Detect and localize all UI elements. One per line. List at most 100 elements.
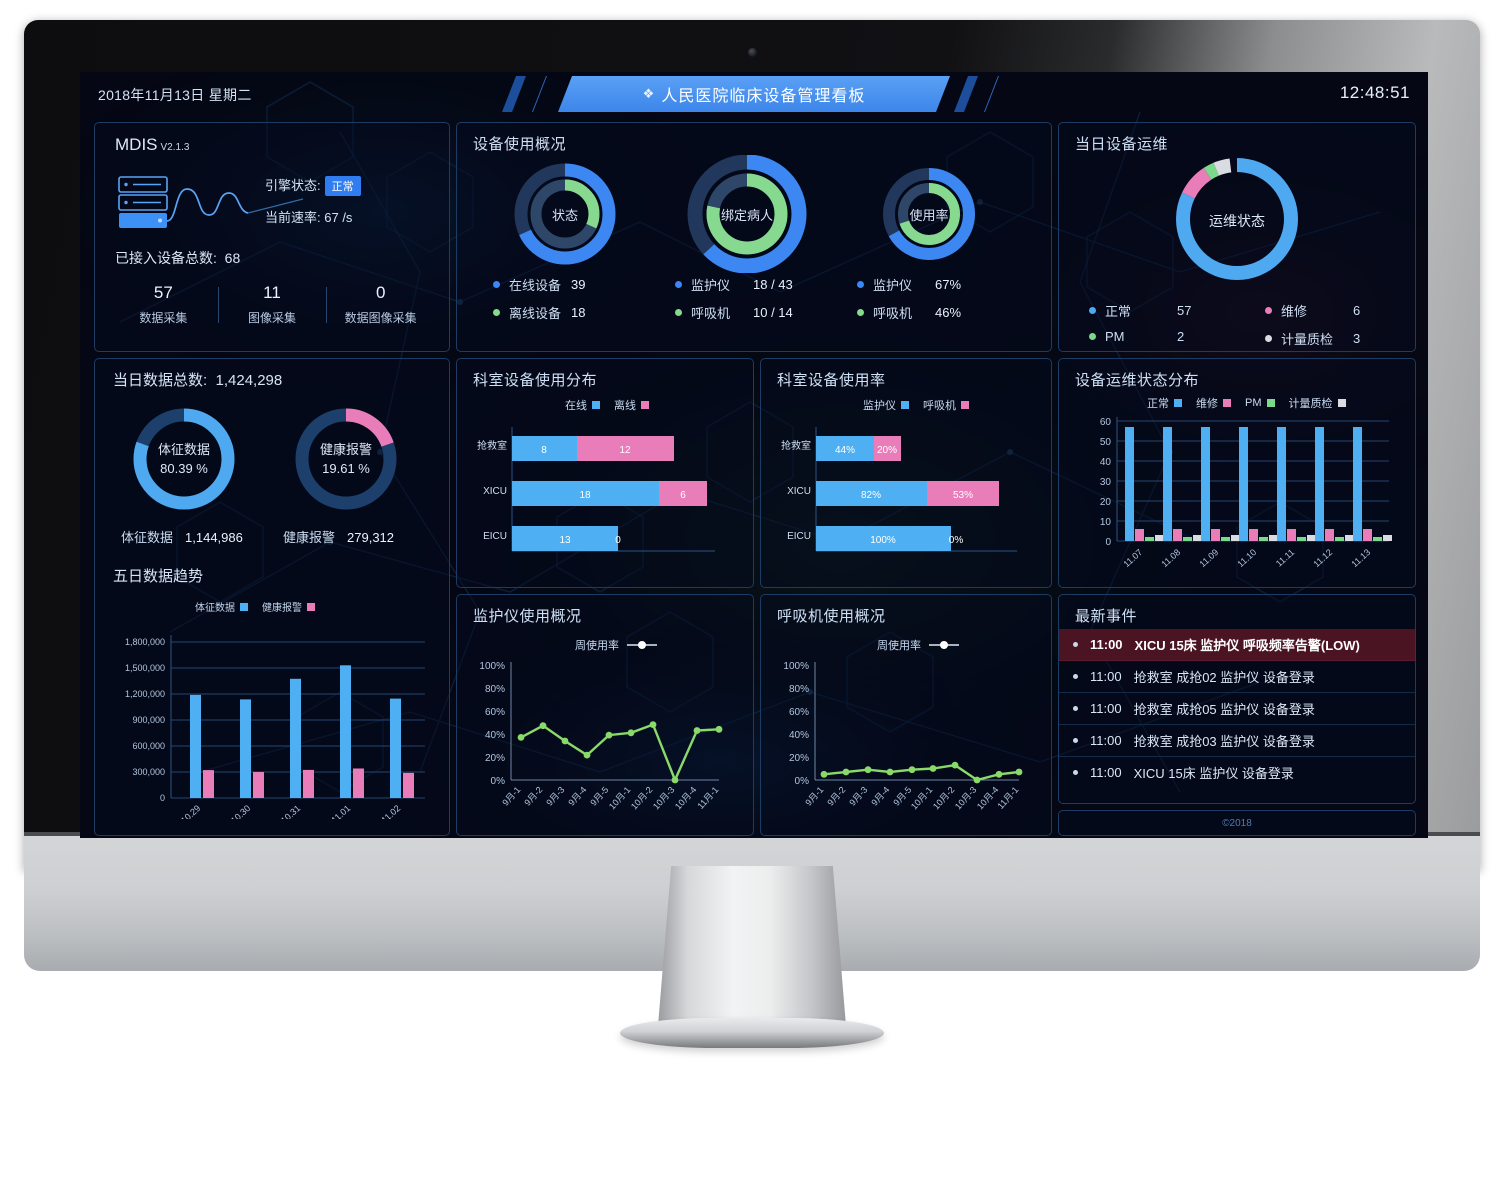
ring-center: 体征数据 80.39 %	[109, 399, 259, 519]
ring-label: 体征数据	[157, 441, 210, 457]
svg-text:40%: 40%	[789, 730, 809, 741]
svg-text:11.01: 11.01	[329, 803, 352, 819]
legend-dot-icon	[493, 309, 500, 316]
event-time: 11:00	[1090, 733, 1122, 748]
legend-value: 46%	[935, 305, 962, 320]
svg-text:10月-3: 10月-3	[651, 785, 677, 812]
chart-dept-utilization: 抢救室 XICU EICU 44% 20% 82% 53% 100% 0%	[781, 427, 1017, 552]
legend-dot-icon	[857, 281, 864, 288]
svg-text:0: 0	[160, 793, 165, 803]
donut-alerts	[295, 408, 397, 510]
stat-value: 11	[263, 283, 281, 302]
legend-item: 维修 6	[1265, 301, 1360, 320]
mdis-stats: 57 数据采集 11 图像采集 0 数据图像采集	[109, 283, 435, 326]
svg-text:0: 0	[615, 535, 621, 546]
legend-label: 计量质检	[1288, 398, 1333, 410]
trend-title: 五日数据趋势	[113, 568, 204, 585]
svg-text:20%: 20%	[877, 445, 897, 456]
legend-label: 体征数据	[195, 603, 235, 614]
ring-value: 19.61 %	[322, 461, 370, 476]
event-text: XICU 15床 监护仪 呼吸频率告警(LOW)	[1134, 638, 1360, 653]
svg-text:10.29: 10.29	[179, 803, 202, 819]
legend-item: 正常 57	[1089, 301, 1191, 320]
legend-swatch-icon	[1266, 399, 1275, 407]
stat-value: 0	[375, 283, 386, 302]
list-item[interactable]: 11:00 抢救室 成抢02 监护仪 设备登录	[1059, 661, 1415, 693]
total-devices-value: 68	[224, 250, 241, 266]
svg-text:11.08: 11.08	[1159, 547, 1182, 569]
header-date: 2018年11月13日 星期二	[98, 87, 252, 103]
svg-text:900,000: 900,000	[132, 715, 165, 725]
list-item[interactable]: 11:00 XICU 15床 监护仪 设备登录	[1059, 757, 1415, 788]
event-time: 11:00	[1090, 669, 1122, 684]
svg-text:抢救室: 抢救室	[477, 439, 507, 452]
bullet-icon	[1073, 642, 1078, 647]
legend-value: 57	[1177, 303, 1192, 318]
legend-label: 正常	[1105, 304, 1132, 319]
list-item[interactable]: 11:00 抢救室 成抢05 监护仪 设备登录	[1059, 693, 1415, 725]
svg-text:10.30: 10.30	[229, 803, 252, 819]
gauge-group-bound-patients: 绑定病人 监护仪 18 / 43 呼吸机 10 / 14	[657, 154, 837, 321]
svg-text:82%: 82%	[861, 490, 881, 501]
svg-text:100%: 100%	[783, 661, 809, 672]
svg-text:0: 0	[1105, 537, 1111, 548]
daily-data-total-value: 1,424,298	[215, 372, 283, 389]
header-title: 人民医院临床设备管理看板	[661, 88, 866, 105]
svg-text:9月-4: 9月-4	[869, 785, 891, 808]
legend-value: 10 / 14	[753, 305, 793, 320]
svg-text:600,000: 600,000	[132, 741, 165, 751]
chart-ventilator-usage: 100%80%60% 40%20%0% 9月-1 9月-2 9月-3 9月-4 …	[783, 661, 1023, 812]
svg-text:9月-3: 9月-3	[544, 785, 566, 808]
svg-text:1,800,000: 1,800,000	[125, 637, 165, 647]
legend-swatch-icon	[592, 401, 600, 409]
legend-dot-icon	[1265, 307, 1272, 314]
panel-ventilator-usage: 呼吸机使用概况 周使用率 100% 80% 60% 40% 20% 0%	[760, 594, 1052, 836]
donut-ops-status	[1176, 158, 1298, 280]
svg-text:9月-1: 9月-1	[500, 785, 522, 808]
panel-dept-utilization: 科室设备使用率 监护仪 呼吸机 抢救室 XICU EICU 44% 20% 82% …	[760, 358, 1052, 588]
legend-dot-icon	[1089, 307, 1096, 314]
svg-text:10月-4: 10月-4	[975, 785, 1001, 812]
svg-text:12: 12	[619, 445, 631, 456]
svg-text:9月-3: 9月-3	[847, 785, 869, 808]
event-time: 11:00	[1090, 765, 1122, 780]
panel-footer: ©2018	[1058, 810, 1416, 836]
legend-label: 监护仪	[691, 278, 731, 293]
stat-label: 数据采集	[139, 311, 188, 325]
legend-item: 呼吸机 10 / 14	[675, 303, 793, 322]
panel-title: 呼吸机使用概况	[777, 608, 886, 625]
chart-legend: 监护仪 呼吸机	[863, 397, 983, 413]
svg-text:0%: 0%	[491, 776, 506, 787]
legend-label: 计量质检	[1281, 332, 1334, 347]
legend-label: 呼吸机	[923, 400, 956, 412]
svg-text:11.12: 11.12	[1311, 547, 1334, 569]
legend-label: PM	[1245, 397, 1262, 409]
svg-text:40: 40	[1100, 457, 1112, 468]
engine-status-badge: 正常	[324, 176, 361, 196]
ring-value: 80.39 %	[160, 461, 208, 476]
legend-label: 健康报警	[262, 603, 302, 614]
legend-dot-icon	[675, 281, 682, 288]
list-item[interactable]: 11:00 抢救室 成抢03 监护仪 设备登录	[1059, 725, 1415, 757]
panel-ops-distribution: 设备运维状态分布 正常 维修 PM 计量质检 60 50 40 30 20 10 0	[1058, 358, 1416, 588]
legend-label: 在线设备	[509, 278, 562, 293]
monitor-stand-base	[620, 1018, 884, 1048]
event-text: XICU 15床 监护仪 设备登录	[1133, 766, 1294, 781]
trend-legend: 体征数据 健康报警	[195, 599, 329, 614]
bullet-icon	[1073, 738, 1078, 743]
webcam	[748, 48, 757, 57]
svg-text:9月-1: 9月-1	[803, 785, 825, 808]
legend-swatch-icon	[240, 602, 248, 611]
ring-center: 健康报警 19.61 %	[271, 399, 421, 519]
svg-text:9月-4: 9月-4	[566, 785, 588, 808]
chart-legend: 周使用率	[575, 637, 657, 653]
list-item[interactable]: 11:00 XICU 15床 监护仪 呼吸频率告警(LOW)	[1059, 629, 1415, 661]
svg-text:300,000: 300,000	[132, 767, 165, 777]
daily-data-total: 当日数据总数: 1,424,298	[113, 372, 283, 389]
legend-label: 周使用率	[877, 640, 921, 652]
legend-label: PM	[1105, 329, 1125, 344]
svg-text:20%: 20%	[485, 753, 505, 764]
legend-value: 39	[571, 277, 586, 292]
event-text: 抢救室 成抢02 监护仪 设备登录	[1133, 670, 1315, 685]
svg-text:10月-2: 10月-2	[931, 785, 957, 812]
